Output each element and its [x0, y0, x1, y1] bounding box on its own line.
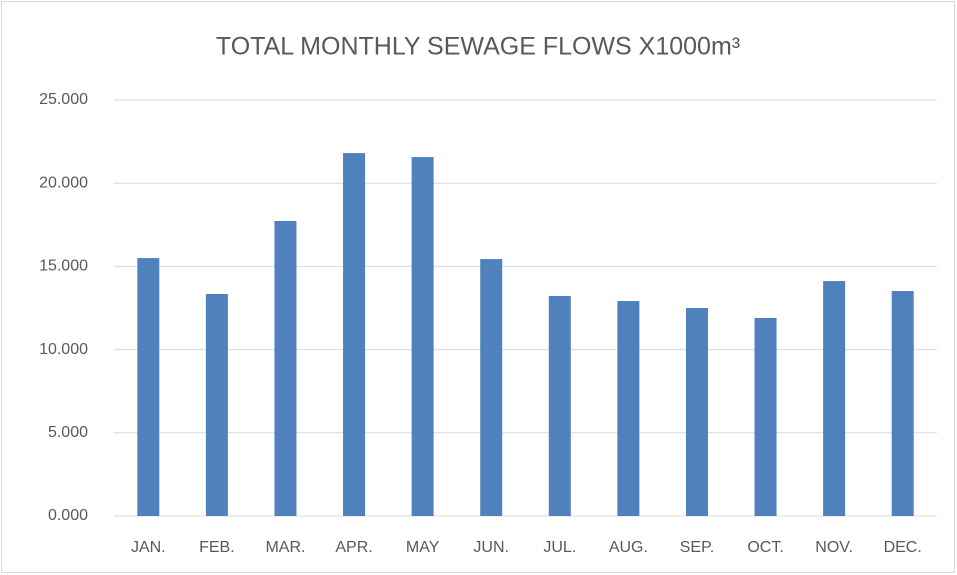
x-tick-label: DEC.	[884, 539, 922, 556]
bar	[411, 157, 434, 516]
bar	[548, 296, 571, 516]
y-tick-label: 0.000	[48, 507, 88, 524]
bar	[823, 281, 846, 516]
x-tick-label: JAN.	[131, 539, 166, 556]
x-tick-label: JUL.	[543, 539, 576, 556]
x-tick-label: APR.	[335, 539, 372, 556]
x-tick-label: OCT.	[747, 539, 783, 556]
bar	[617, 301, 640, 516]
x-tick-label: SEP.	[680, 539, 714, 556]
x-tick-label: FEB.	[199, 539, 235, 556]
y-tick-label: 15.000	[39, 258, 88, 275]
y-tick-label: 10.000	[39, 341, 88, 358]
x-tick-label: JUN.	[473, 539, 509, 556]
y-tick-label: 20.000	[39, 174, 88, 191]
y-tick-label: 25.000	[39, 91, 88, 108]
x-tick-label: NOV.	[815, 539, 853, 556]
bar	[685, 308, 708, 516]
bar	[274, 220, 297, 517]
bar	[891, 291, 914, 516]
x-tick-label: MAY	[406, 539, 440, 556]
bar	[343, 153, 366, 516]
bar	[480, 259, 503, 516]
y-tick-label: 5.000	[48, 424, 88, 441]
x-tick-label: AUG.	[609, 539, 648, 556]
x-tick-label: MAR.	[265, 539, 305, 556]
bar	[754, 317, 777, 516]
chart-title: TOTAL MONTHLY SEWAGE FLOWS X1000m³	[216, 33, 740, 61]
bar	[137, 258, 160, 516]
bar	[205, 294, 228, 516]
